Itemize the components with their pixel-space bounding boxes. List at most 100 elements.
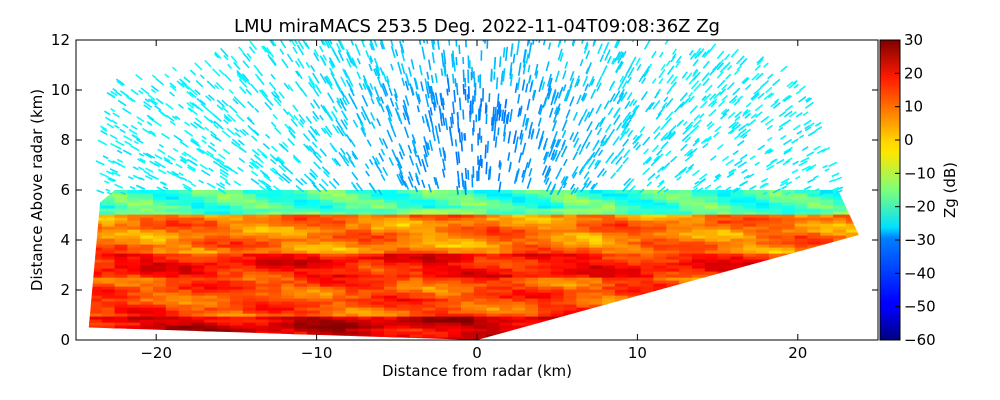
reflectivity-cell <box>242 226 257 230</box>
reflectivity-cell <box>165 271 180 275</box>
reflectivity-cell <box>88 196 90 200</box>
noise-dash <box>108 92 115 98</box>
noise-dash <box>569 77 575 89</box>
reflectivity-cell <box>461 292 475 296</box>
noise-dash <box>158 109 167 117</box>
reflectivity-cell <box>486 226 500 230</box>
noise-dash <box>139 157 146 163</box>
reflectivity-cell <box>101 196 116 200</box>
reflectivity-cell <box>666 307 680 311</box>
reflectivity-cell <box>679 256 693 260</box>
reflectivity-cell <box>807 280 821 284</box>
reflectivity-cell <box>614 310 629 314</box>
noise-dash <box>310 172 316 179</box>
noise-dash <box>369 55 374 63</box>
reflectivity-cell <box>255 202 269 206</box>
noise-dash <box>314 128 321 137</box>
reflectivity-cell <box>538 304 552 308</box>
reflectivity-cell <box>743 253 757 257</box>
noise-dash <box>407 176 414 188</box>
reflectivity-cell <box>140 331 154 335</box>
noise-dash <box>816 147 826 155</box>
reflectivity-cell <box>384 304 398 308</box>
noise-dash <box>765 162 773 168</box>
reflectivity-cell <box>127 202 141 206</box>
reflectivity-cell <box>807 328 821 332</box>
reflectivity-cell <box>281 229 295 233</box>
reflectivity-cell <box>845 334 859 338</box>
reflectivity-cell <box>204 226 218 230</box>
reflectivity-cell <box>807 322 821 326</box>
reflectivity-cell <box>858 301 859 305</box>
noise-dash <box>287 111 296 121</box>
reflectivity-cell <box>204 265 218 269</box>
reflectivity-cell <box>538 265 552 269</box>
reflectivity-cell <box>88 259 103 263</box>
reflectivity-cell <box>358 241 372 245</box>
noise-dash <box>373 68 378 77</box>
reflectivity-cell <box>538 238 552 242</box>
reflectivity-cell <box>704 271 719 275</box>
reflectivity-cell <box>371 232 385 236</box>
reflectivity-cell <box>88 310 103 314</box>
reflectivity-cell <box>563 250 577 254</box>
reflectivity-cell <box>499 319 513 323</box>
noise-dash <box>199 163 208 170</box>
reflectivity-cell <box>384 253 398 257</box>
reflectivity-cell <box>730 328 744 332</box>
reflectivity-cell <box>358 265 372 269</box>
reflectivity-cell <box>486 190 500 194</box>
reflectivity-cell <box>602 322 616 326</box>
reflectivity-cell <box>602 286 616 290</box>
reflectivity-cell <box>679 328 693 332</box>
noise-dash <box>365 170 370 177</box>
reflectivity-cell <box>807 229 821 233</box>
reflectivity-cell <box>820 205 834 209</box>
reflectivity-cell <box>448 256 462 260</box>
reflectivity-cell <box>845 241 859 245</box>
noise-dash <box>115 140 125 147</box>
reflectivity-cell <box>332 238 346 242</box>
reflectivity-cell <box>165 238 180 242</box>
reflectivity-cell <box>345 205 359 209</box>
noise-dash <box>414 185 419 193</box>
reflectivity-cell <box>627 205 642 209</box>
noise-dash <box>506 111 510 125</box>
reflectivity-cell <box>704 298 719 302</box>
reflectivity-cell <box>127 250 141 254</box>
reflectivity-cell <box>178 334 193 338</box>
reflectivity-cell <box>294 196 308 200</box>
reflectivity-cell <box>807 250 821 254</box>
reflectivity-cell <box>268 265 282 269</box>
reflectivity-cell <box>756 202 770 206</box>
noise-dash <box>398 173 406 186</box>
reflectivity-cell <box>589 208 603 212</box>
reflectivity-cell <box>384 301 398 305</box>
reflectivity-cell <box>461 301 475 305</box>
noise-dash <box>697 48 705 57</box>
reflectivity-cell <box>294 286 308 290</box>
noise-dash <box>143 170 150 175</box>
reflectivity-cell <box>691 334 706 338</box>
reflectivity-cell <box>704 214 719 218</box>
noise-dash <box>165 102 174 110</box>
reflectivity-cell <box>691 229 706 233</box>
reflectivity-cell <box>230 280 244 284</box>
noise-dash <box>190 183 197 188</box>
reflectivity-cell <box>396 331 411 335</box>
reflectivity-cell <box>820 208 834 212</box>
noise-dash <box>727 127 736 135</box>
noise-dash <box>102 155 109 160</box>
reflectivity-cell <box>845 238 859 242</box>
reflectivity-cell <box>255 295 269 299</box>
noise-dash <box>562 176 569 186</box>
reflectivity-cell <box>319 310 334 314</box>
reflectivity-cell <box>640 229 654 233</box>
reflectivity-cell <box>178 304 193 308</box>
noise-dash <box>321 40 327 47</box>
reflectivity-cell <box>833 334 847 338</box>
reflectivity-cell <box>704 313 719 317</box>
reflectivity-cell <box>666 334 680 338</box>
reflectivity-cell <box>486 256 500 260</box>
reflectivity-cell <box>358 238 372 242</box>
